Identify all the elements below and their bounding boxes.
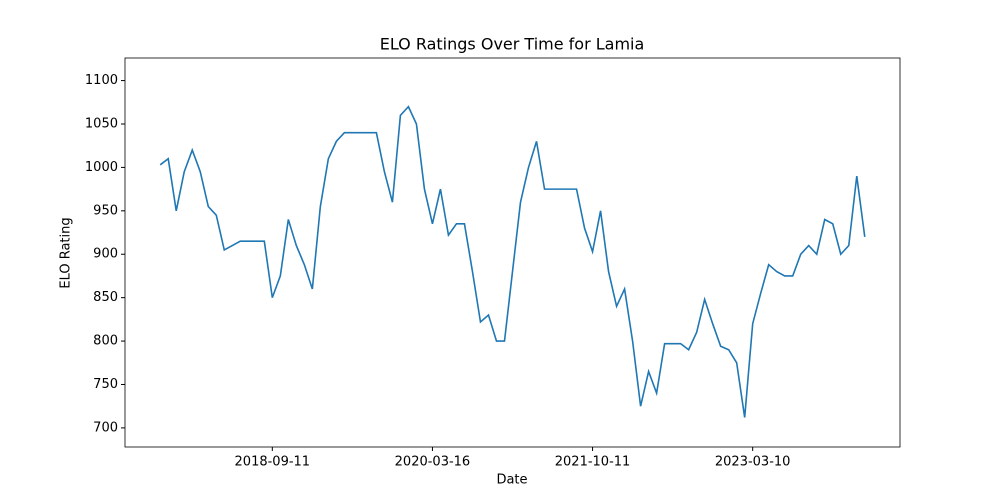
y-tick-label: 850 [93, 290, 118, 305]
x-tick-label: 2020-03-16 [395, 455, 471, 470]
y-tick-label: 1000 [85, 160, 118, 175]
y-tick-label: 950 [93, 203, 118, 218]
x-axis-label: Date [496, 473, 527, 488]
line [159, 105, 866, 418]
plot-frame [124, 57, 901, 448]
y-tick-label: 700 [93, 420, 118, 435]
x-tick-label: 2018-09-11 [235, 455, 311, 470]
y-tick-label: 800 [93, 334, 118, 349]
y-axis-label: ELO Rating [59, 217, 74, 288]
x-tick-label: 2021-10-11 [555, 455, 631, 470]
y-tick-label: 900 [93, 247, 118, 262]
y-tick-label: 1100 [85, 73, 118, 88]
x-tick-label: 2023-03-10 [715, 455, 791, 470]
y-tick-label: 750 [93, 377, 118, 392]
chart-title: ELO Ratings Over Time for Lamia [380, 35, 645, 54]
y-tick-label: 1050 [85, 116, 118, 131]
